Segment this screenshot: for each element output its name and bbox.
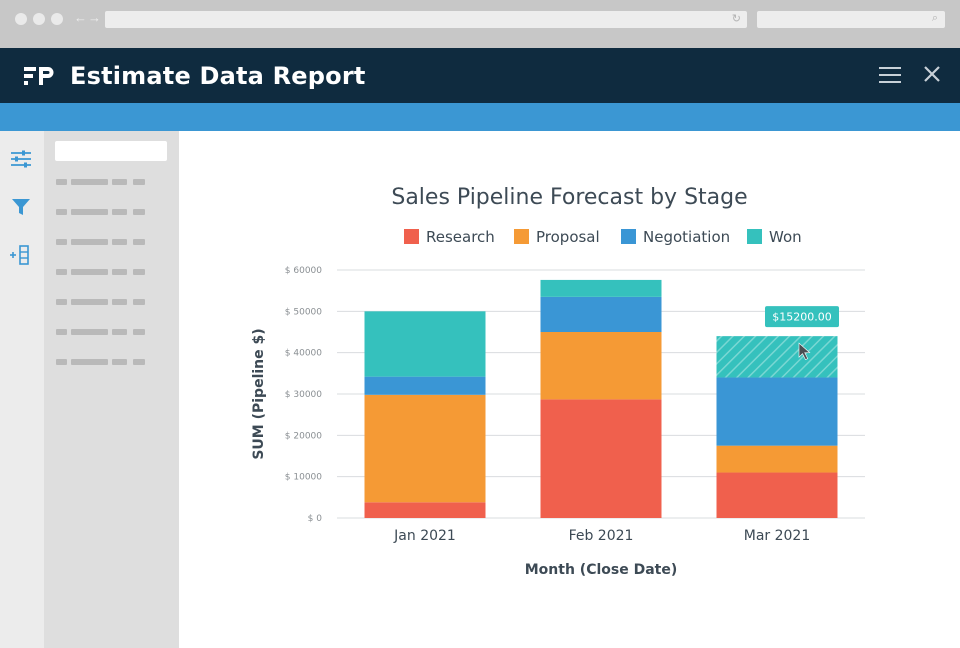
hamburger-icon[interactable] — [879, 66, 901, 84]
tooltip-box — [765, 306, 839, 328]
field-list-item[interactable] — [56, 179, 146, 185]
url-bar[interactable]: ↻ — [105, 11, 747, 28]
cursor-icon — [798, 342, 811, 361]
y-tick-label: $ 0 — [308, 514, 323, 524]
field-list-item[interactable] — [56, 329, 146, 335]
bar-segment-proposal[interactable] — [540, 332, 662, 400]
chart-area: Sales Pipeline Forecast by Stage Researc… — [179, 131, 960, 648]
bar-segment-proposal[interactable] — [364, 394, 486, 503]
y-tick-label: $ 50000 — [285, 307, 322, 317]
bar-segment-won[interactable] — [716, 336, 838, 378]
x-axis-title: Month (Close Date) — [525, 562, 678, 578]
y-tick-label: $ 30000 — [285, 390, 322, 400]
icon-rail — [0, 131, 44, 648]
legend-swatch — [621, 229, 636, 244]
browser-chrome: ←→ ↻ ⌕ — [0, 0, 960, 48]
header-accent-band — [0, 103, 960, 131]
value-tooltip: $15200.00 — [765, 306, 839, 361]
legend-swatch — [514, 229, 529, 244]
y-tick-label: $ 60000 — [285, 266, 322, 276]
fp-logo-icon — [24, 67, 54, 85]
field-list-item[interactable] — [56, 239, 146, 245]
bar-segment-won[interactable] — [364, 311, 486, 377]
close-icon[interactable] — [921, 63, 943, 85]
sliders-icon[interactable] — [10, 148, 32, 170]
x-tick-label: Feb 2021 — [569, 528, 634, 544]
x-tick-label: Mar 2021 — [744, 528, 811, 544]
field-search-input[interactable] — [55, 141, 167, 161]
app-header: Estimate Data Report — [0, 48, 960, 103]
window-minimize-dot[interactable] — [33, 13, 45, 25]
reload-icon[interactable]: ↻ — [731, 13, 741, 25]
add-column-icon[interactable] — [10, 244, 32, 266]
x-tick-label: Jan 2021 — [393, 528, 456, 544]
y-axis-ticks: $ 0 $ 10000 $ 20000 $ 30000 $ 40000 $ 50000 $ … — [285, 266, 322, 524]
field-list-item[interactable] — [56, 269, 146, 275]
legend-label: Won — [769, 228, 802, 246]
bar-segment-research[interactable] — [540, 399, 662, 518]
bar-segment-negotiation[interactable] — [540, 296, 662, 332]
page-title: Estimate Data Report — [70, 62, 366, 90]
field-list-item[interactable] — [56, 209, 146, 215]
y-tick-label: $ 20000 — [285, 431, 322, 441]
filter-icon[interactable] — [10, 196, 32, 218]
bar-segment-negotiation[interactable] — [364, 376, 486, 395]
bars — [364, 279, 838, 518]
stacked-bar-chart: $ 0 $ 10000 $ 20000 $ 30000 $ 40000 $ 50000 $ … — [251, 266, 865, 578]
bar-segment-won[interactable] — [540, 279, 662, 297]
legend-label: Proposal — [536, 228, 600, 246]
legend-swatch — [404, 229, 419, 244]
nav-arrows-icon[interactable]: ←→ — [74, 10, 102, 25]
chart-title: Sales Pipeline Forecast by Stage — [391, 185, 748, 210]
tooltip-value: $15200.00 — [772, 311, 832, 324]
window-close-dot[interactable] — [15, 13, 27, 25]
legend-swatch — [747, 229, 762, 244]
browser-search-bar[interactable]: ⌕ — [757, 11, 945, 28]
legend-label: Negotiation — [643, 228, 731, 246]
bar-segment-research[interactable] — [364, 502, 486, 518]
field-panel — [44, 131, 179, 648]
bar-segment-research[interactable] — [716, 472, 838, 518]
legend-label: Research — [426, 228, 495, 246]
window-maximize-dot[interactable] — [51, 13, 63, 25]
bar-segment-proposal[interactable] — [716, 445, 838, 473]
search-icon: ⌕ — [931, 12, 938, 24]
y-axis-title: SUM (Pipeline $) — [251, 328, 267, 459]
bar-segment-negotiation[interactable] — [716, 377, 838, 446]
y-tick-label: $ 40000 — [285, 349, 322, 359]
x-axis-ticks: Jan 2021 Feb 2021 Mar 2021 — [393, 528, 810, 544]
field-list-item[interactable] — [56, 359, 146, 365]
field-list-item[interactable] — [56, 299, 146, 305]
y-tick-label: $ 10000 — [285, 473, 322, 483]
